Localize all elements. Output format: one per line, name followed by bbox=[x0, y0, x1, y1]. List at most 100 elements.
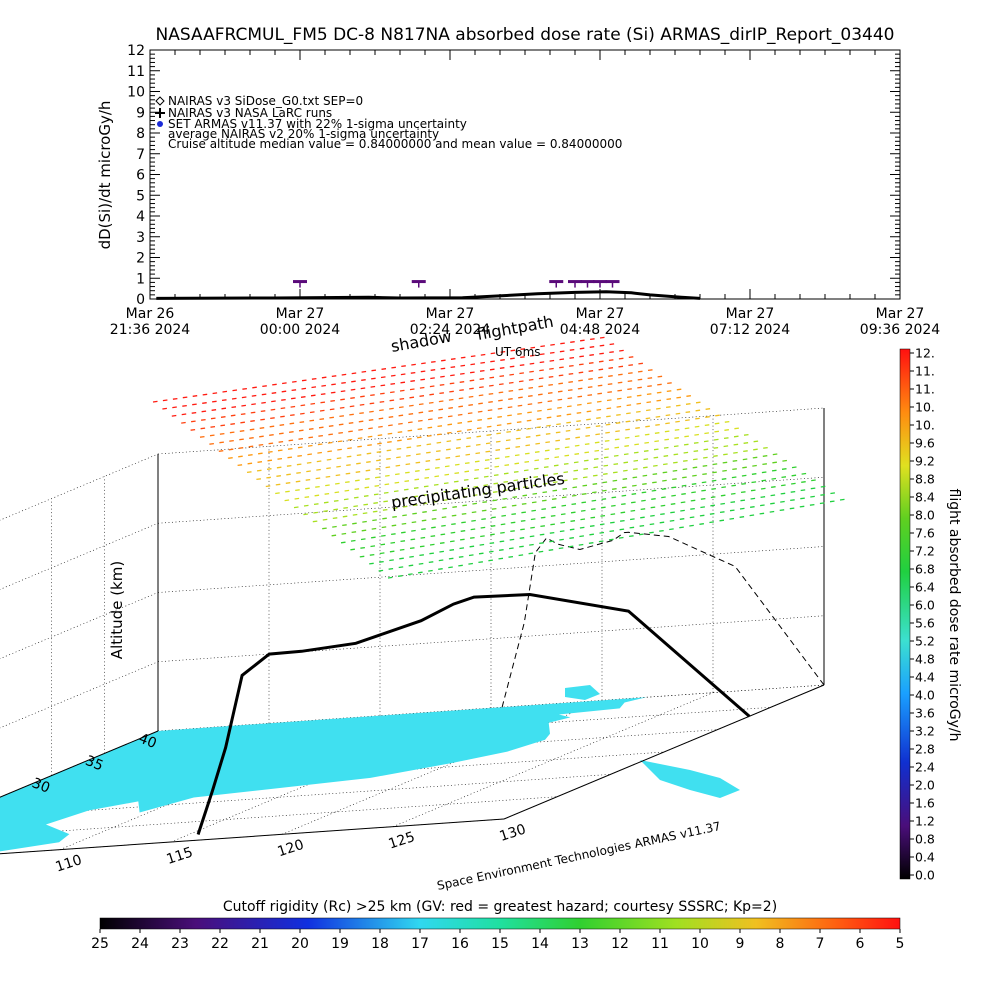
dose-field-row bbox=[284, 427, 739, 502]
annotation-ut: UT 6ms bbox=[495, 345, 541, 359]
chart-title: NASAAFRCMUL_FM5 DC-8 N817NA absorbed dos… bbox=[156, 25, 895, 45]
shadow-track bbox=[501, 531, 825, 708]
legend-dot-icon bbox=[157, 121, 163, 127]
dose-field-row bbox=[256, 408, 711, 481]
latitude-tick-label: 40 bbox=[136, 731, 159, 753]
dose-colorbar-tick-label: 1.6 bbox=[915, 796, 935, 811]
rigidity-colorbar-tick-label: 6 bbox=[856, 936, 865, 952]
map-land bbox=[0, 697, 647, 852]
x-tick-label-date: Mar 27 bbox=[726, 306, 775, 322]
dose-colorbar-tick-label: 9.2 bbox=[915, 454, 935, 469]
dose-colorbar-tick-label: 3.6 bbox=[915, 706, 935, 721]
rigidity-colorbar-tick-label: 8 bbox=[776, 936, 785, 952]
flight-track bbox=[196, 592, 751, 835]
dose-colorbar-ticks: 0.0 0.4 0.8 1.2 1.6 2.0 2.4 2.8 3.2 3.6 4.0 4.4 4.8 5… bbox=[910, 346, 935, 883]
legend-entry-nairas-larc: NAIRAS v3 NASA LaRC runs bbox=[168, 106, 332, 120]
dose-field-row bbox=[209, 375, 663, 445]
x-tick-label-time: 21:36 2024 bbox=[110, 322, 191, 338]
longitude-tick-label: 125 bbox=[387, 829, 417, 852]
x-tick-label-time: 02:24 2024 bbox=[410, 322, 491, 338]
rigidity-colorbar-tick-label: 20 bbox=[291, 936, 309, 952]
latitude-axis: 10152025303540 bbox=[30, 731, 159, 797]
rigidity-colorbar-tick-label: 14 bbox=[531, 936, 549, 952]
dose-field-row bbox=[152, 336, 605, 403]
y-tick-label: 8 bbox=[136, 126, 145, 142]
dose-field-row bbox=[275, 420, 730, 495]
dose-colorbar-tick-label: 12. bbox=[915, 346, 935, 361]
dose-colorbar-tick-label: 11. bbox=[915, 364, 935, 379]
y-tick-label: 2 bbox=[136, 251, 145, 267]
dose-field-row bbox=[340, 466, 797, 544]
dose-field-row bbox=[171, 349, 624, 417]
rigidity-colorbar bbox=[99, 917, 901, 930]
dose-field-row bbox=[359, 479, 816, 558]
side-wall-grid-line bbox=[0, 522, 159, 590]
dose-field-row bbox=[228, 388, 682, 459]
legend-plus-icon bbox=[155, 108, 165, 118]
dose-legend: NAIRAS v3 SiDose_G0.txt SEP=0 NAIRAS v3 … bbox=[155, 94, 622, 151]
legend-entry-cruise-altitude: Cruise altitude median value = 0.8400000… bbox=[168, 137, 622, 151]
dose-colorbar-tick-label: 8.0 bbox=[915, 508, 935, 523]
annotation-precipitating-particles: precipitating particles bbox=[390, 469, 566, 512]
rigidity-colorbar-tick-label: 17 bbox=[411, 936, 429, 952]
longitude-axis: 100105110115120125130 bbox=[54, 821, 528, 875]
box-edge bbox=[503, 684, 825, 820]
dose-colorbar-tick-label: 4.4 bbox=[915, 670, 935, 685]
dose-series bbox=[156, 280, 701, 300]
y-tick-label: 0 bbox=[136, 292, 145, 308]
dose-field-row bbox=[303, 440, 759, 516]
dose-colorbar-tick-label: 8.8 bbox=[915, 472, 935, 487]
dose-colorbar-tick-label: 2.8 bbox=[915, 742, 935, 757]
rigidity-colorbar-tick-label: 21 bbox=[251, 936, 269, 952]
dose-colorbar-tick-label: 2.0 bbox=[915, 778, 935, 793]
side-wall-grid-line bbox=[0, 592, 159, 659]
dose-y-axis-label: dD(Si)/dt microGy/h bbox=[96, 101, 114, 250]
rigidity-colorbar-tick-label: 22 bbox=[211, 936, 229, 952]
latitude-tick-label: 30 bbox=[30, 775, 53, 797]
rigidity-colorbar-tick-label: 13 bbox=[571, 936, 589, 952]
y-tick-label: 11 bbox=[127, 64, 145, 80]
map-island-philippines bbox=[640, 760, 740, 798]
rigidity-colorbar-tick-label: 23 bbox=[171, 936, 189, 952]
dose-field-row bbox=[181, 356, 634, 424]
annotation-shadow: shadow bbox=[389, 327, 453, 356]
dose-colorbar-tick-label: 4.8 bbox=[915, 652, 935, 667]
rigidity-colorbar-tick-label: 5 bbox=[896, 936, 905, 952]
rigidity-colorbar-tick-label: 16 bbox=[451, 936, 469, 952]
rigidity-colorbar-ticks: 25 24 23 22 21 20 19 18 17 16 15 14 13 12 11 10 9 8 7 6 5 bbox=[91, 929, 904, 952]
dose-colorbar-tick-label: 10. bbox=[915, 400, 935, 415]
dose-field-row bbox=[190, 362, 643, 431]
dose-field-row bbox=[265, 414, 720, 488]
y-tick-label: 10 bbox=[127, 85, 145, 101]
dose-colorbar-tick-label: 10. bbox=[915, 418, 935, 433]
dose-colorbar-tick-label: 4.0 bbox=[915, 688, 935, 703]
y-tick-label: 3 bbox=[136, 230, 145, 246]
longitude-tick-label: 130 bbox=[498, 821, 528, 844]
y-tick-label: 4 bbox=[136, 209, 145, 225]
dose-colorbar-tick-label: 1.2 bbox=[915, 814, 935, 829]
y-tick-label: 5 bbox=[136, 188, 145, 204]
plot-box-edges bbox=[0, 408, 825, 855]
x-tick-label-time: 04:48 2024 bbox=[560, 322, 641, 338]
y-tick-label: 9 bbox=[136, 105, 145, 121]
latitude-tick-label: 35 bbox=[83, 753, 106, 775]
dose-field-row bbox=[369, 485, 826, 565]
dose-colorbar-tick-label: 7.2 bbox=[915, 544, 935, 559]
rigidity-colorbar-tick-label: 10 bbox=[691, 936, 709, 952]
x-tick-label-time: 00:00 2024 bbox=[260, 322, 341, 338]
dose-colorbar-tick-label: 11. bbox=[915, 382, 935, 397]
side-wall-grid-line bbox=[0, 453, 159, 521]
dose-field-row bbox=[293, 433, 749, 509]
dose-field-row bbox=[246, 401, 701, 474]
dose-field-row bbox=[331, 459, 787, 537]
x-tick-label-date: Mar 27 bbox=[276, 306, 325, 322]
dose-colorbar-tick-label: 3.2 bbox=[915, 724, 935, 739]
rigidity-colorbar-tick-label: 19 bbox=[331, 936, 349, 952]
rigidity-colorbar-tick-label: 7 bbox=[816, 936, 825, 952]
box-edge bbox=[0, 818, 505, 855]
x-tick-label-date: Mar 27 bbox=[426, 306, 475, 322]
dose-field-row bbox=[387, 498, 845, 579]
